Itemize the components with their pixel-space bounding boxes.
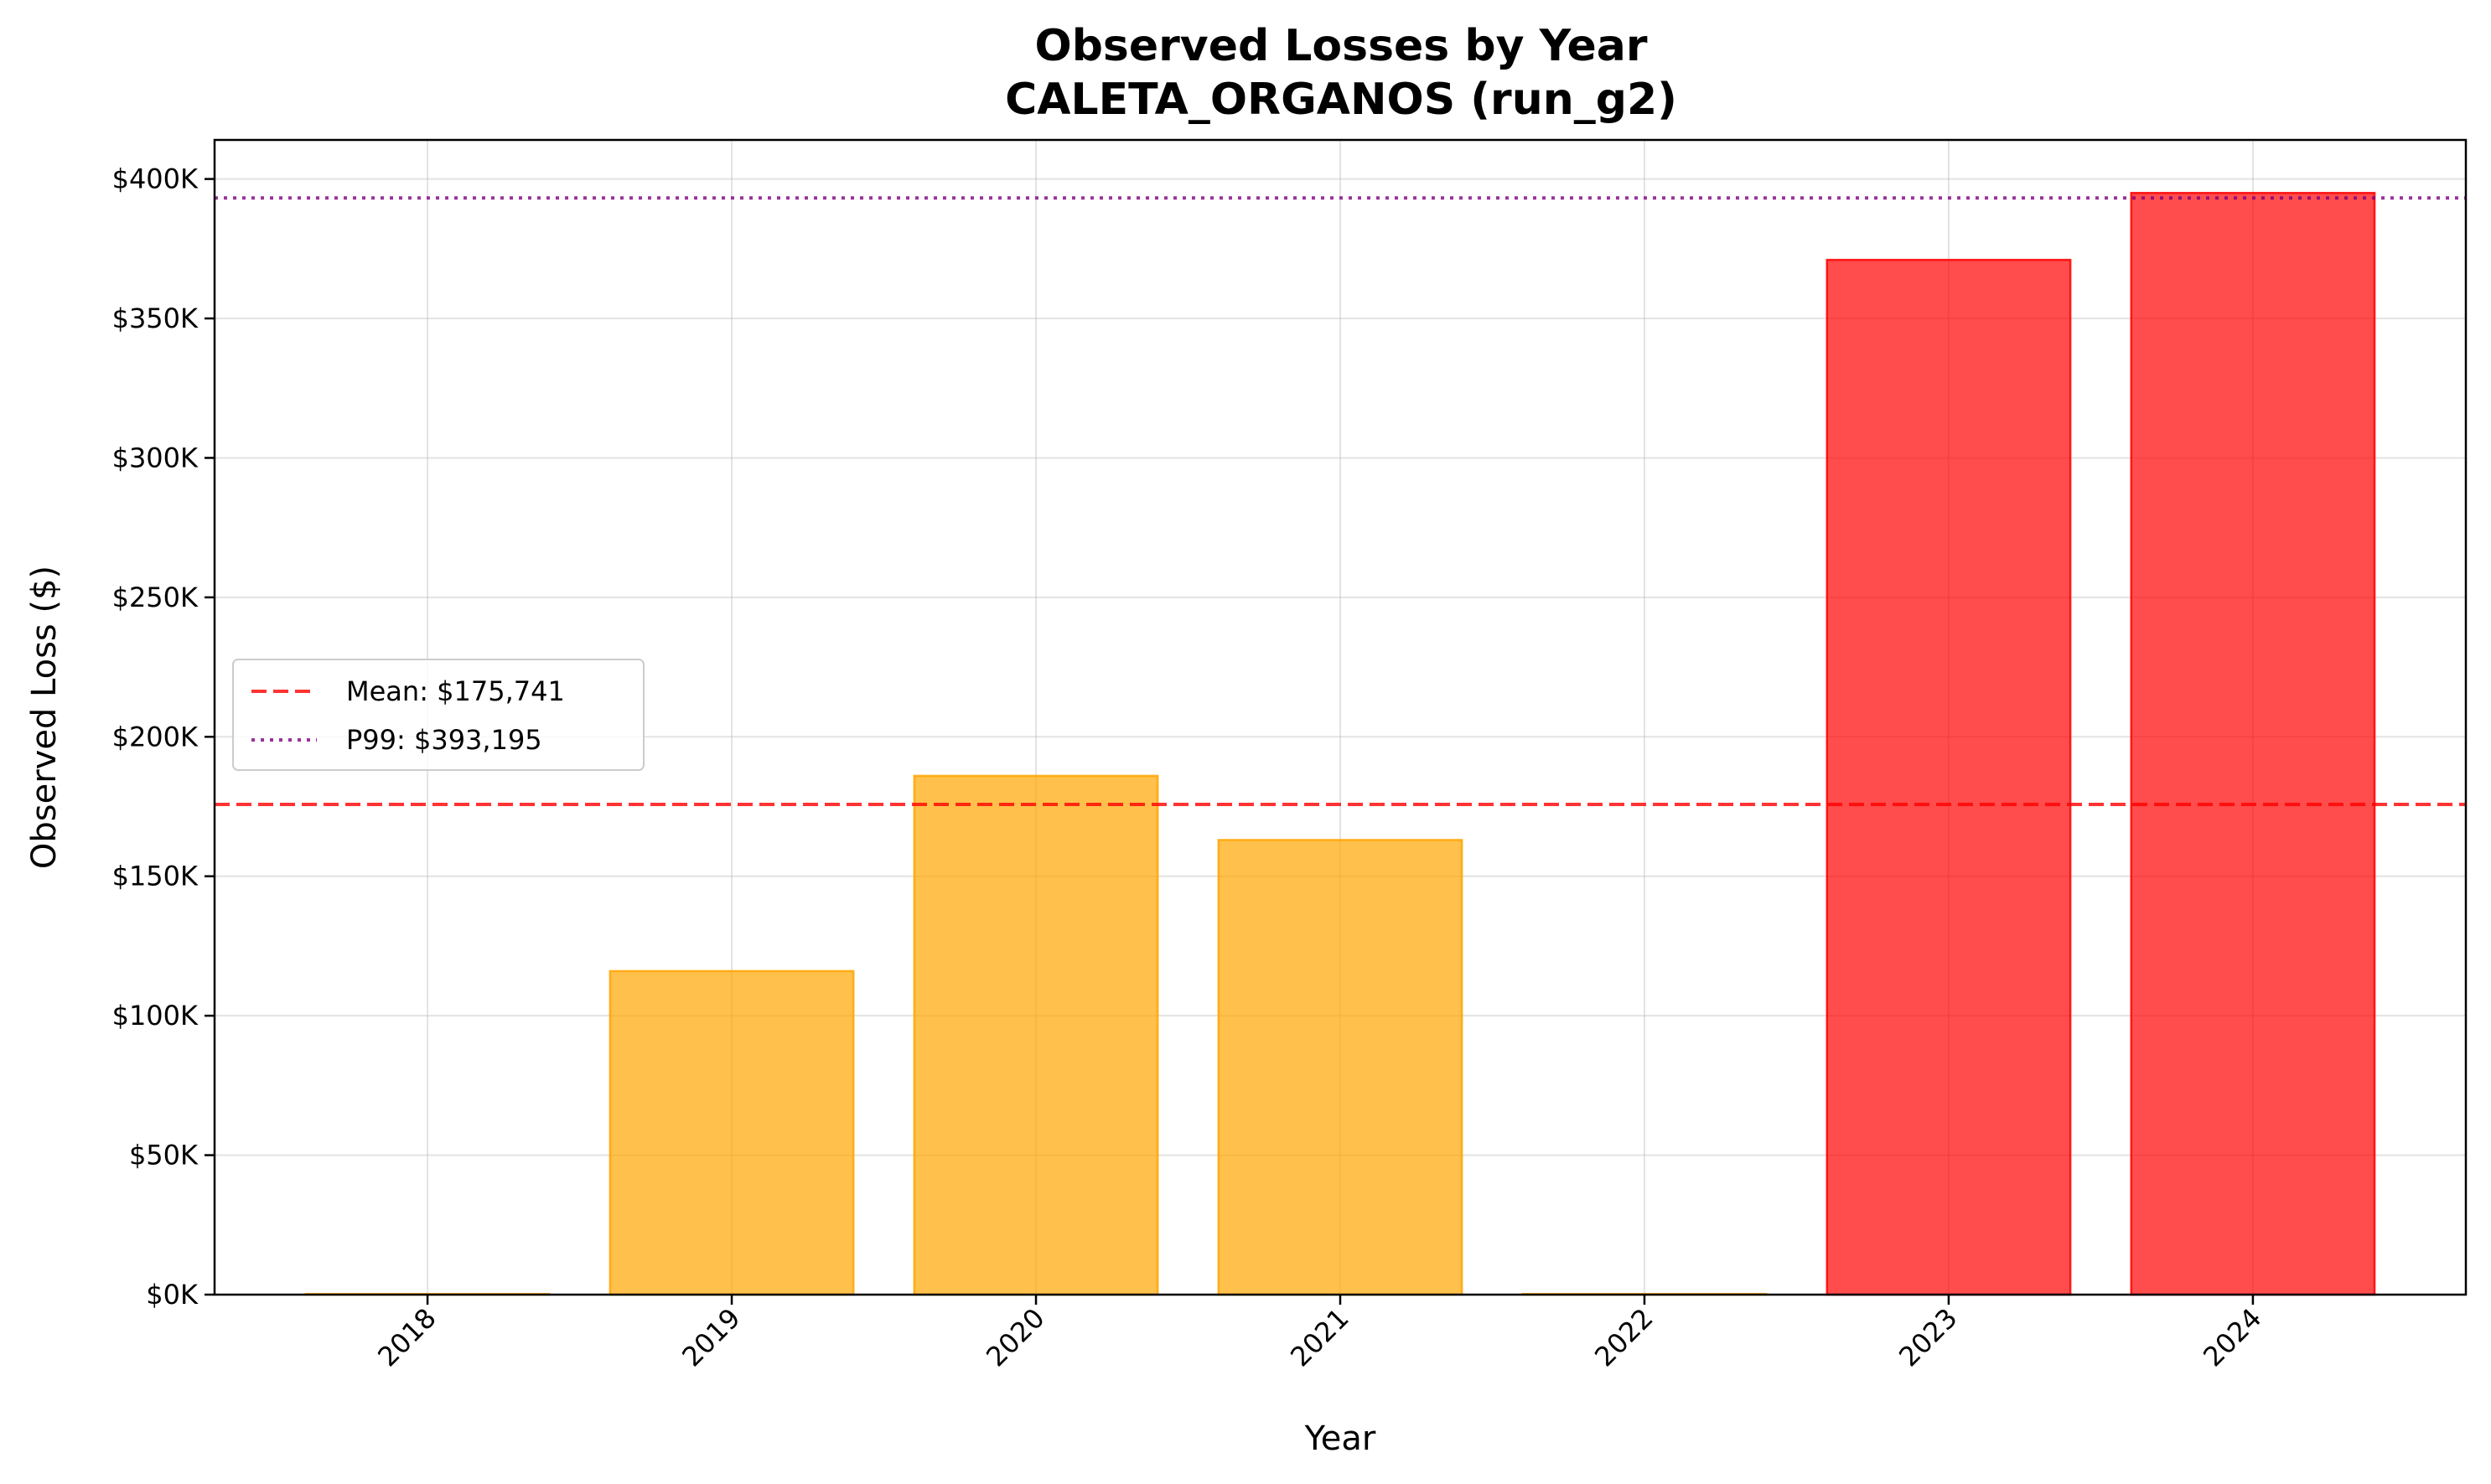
legend-label-mean: Mean: $175,741 <box>346 675 565 707</box>
legend-box <box>232 659 645 771</box>
y-tick-label: $200K <box>112 721 199 752</box>
x-tick-label: 2022 <box>1588 1302 1659 1373</box>
x-tick-label: 2018 <box>371 1302 442 1373</box>
y-tick-label: $0K <box>146 1279 199 1311</box>
x-tick-label: 2021 <box>1284 1302 1354 1373</box>
reference-lines <box>215 196 2466 807</box>
y-axis-ticks: $0K $50K $100K $150K $200K $250K $300K $350K $40… <box>112 163 215 1311</box>
x-axis-ticks: 2018 2019 2020 2021 2022 2023 2024 <box>371 1295 2268 1373</box>
bar-2024 <box>2130 191 2376 1296</box>
chart-title: Observed Losses by Year <box>1035 21 1648 71</box>
chart-subtitle: CALETA_ORGANOS (run_g2) <box>1005 75 1677 125</box>
y-axis-label: Observed Loss ($) <box>25 566 64 869</box>
bar-2019 <box>609 970 855 1296</box>
y-tick-label: $400K <box>112 163 199 195</box>
y-tick-label: $250K <box>112 582 199 613</box>
grid <box>215 140 2466 1295</box>
legend: Mean: $175,741 P99: $393,195 <box>232 659 645 771</box>
bar-2021 <box>1217 839 1463 1296</box>
x-tick-label: 2023 <box>1893 1302 1963 1373</box>
legend-label-p99: P99: $393,195 <box>346 724 542 756</box>
bars <box>304 191 2376 1296</box>
x-tick-label: 2019 <box>676 1302 746 1373</box>
y-tick-label: $350K <box>112 302 199 334</box>
y-tick-label: $100K <box>112 1000 199 1032</box>
bar-2020 <box>913 774 1159 1296</box>
y-tick-label: $150K <box>112 861 199 892</box>
x-tick-label: 2020 <box>980 1302 1050 1373</box>
y-tick-label: $50K <box>129 1140 199 1171</box>
y-tick-label: $300K <box>112 442 199 473</box>
bar-2023 <box>1826 258 2072 1296</box>
x-axis-label: Year <box>1304 1419 1376 1458</box>
x-tick-label: 2024 <box>2197 1302 2267 1373</box>
